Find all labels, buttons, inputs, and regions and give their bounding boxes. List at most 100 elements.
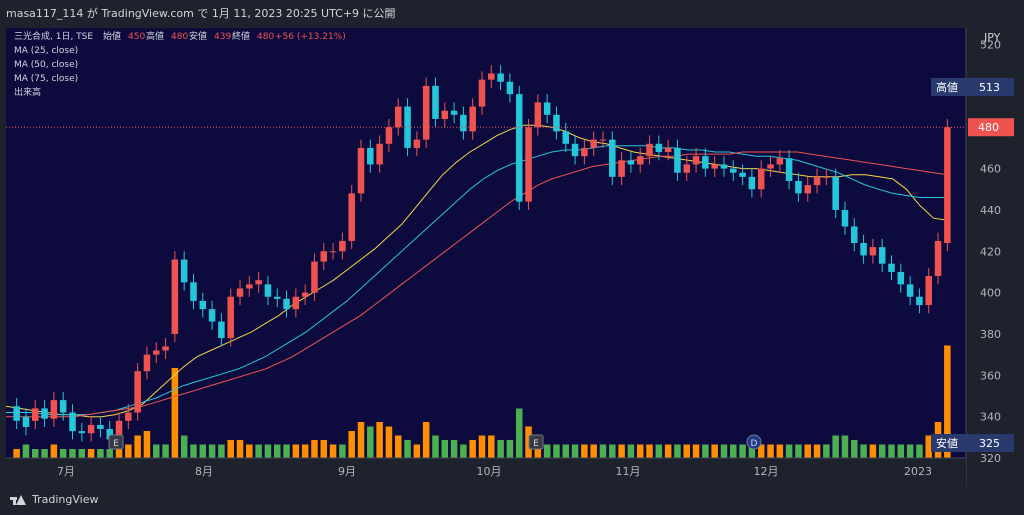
candle-body bbox=[199, 300, 207, 310]
volume-bar bbox=[823, 444, 830, 458]
candle-body bbox=[888, 263, 895, 272]
candle-body bbox=[171, 259, 179, 334]
legend-volume[interactable]: 出来高 bbox=[14, 86, 41, 98]
volume-bar bbox=[422, 422, 430, 458]
price-axis-bg bbox=[966, 28, 1016, 486]
candle-body bbox=[134, 371, 141, 413]
volume-bar bbox=[832, 435, 839, 458]
candle-body bbox=[757, 168, 765, 190]
candle-body bbox=[813, 176, 821, 186]
candle-body bbox=[841, 209, 849, 227]
candle-body bbox=[190, 282, 197, 301]
candle-body bbox=[69, 412, 76, 432]
candle-body bbox=[571, 143, 579, 157]
volume-bar bbox=[125, 444, 132, 458]
candle-body bbox=[506, 81, 514, 95]
candle-body bbox=[478, 79, 486, 107]
volume-bar bbox=[41, 449, 48, 458]
candle-body bbox=[823, 176, 830, 178]
volume-bar bbox=[246, 444, 253, 458]
candle-body bbox=[13, 406, 20, 421]
volume-bar bbox=[636, 444, 644, 458]
volume-bar bbox=[925, 435, 932, 458]
volume-bar bbox=[757, 444, 765, 458]
volume-bar bbox=[618, 444, 625, 458]
volume-bar bbox=[32, 449, 39, 458]
candlestick-chart[interactable]: JPY520500480460440420400380360340320 7月8… bbox=[5, 28, 1016, 486]
high-label: 高値 bbox=[146, 30, 164, 42]
change-value: +56 (+13.21%) bbox=[275, 32, 346, 42]
volume-bar bbox=[162, 444, 169, 458]
candle-body bbox=[581, 147, 588, 157]
candle-body bbox=[218, 321, 225, 339]
candle-body bbox=[497, 73, 504, 82]
brand-name: TradingView bbox=[32, 493, 99, 506]
time-tick-label: 8月 bbox=[195, 465, 213, 478]
volume-bar bbox=[562, 444, 570, 458]
high-tag-label: 高値 bbox=[936, 80, 958, 94]
candle-body bbox=[273, 296, 281, 299]
candle-body bbox=[32, 408, 39, 421]
candle-body bbox=[78, 431, 86, 434]
candle-body bbox=[227, 296, 234, 339]
price-tags: 480 高値 513 安値 325 bbox=[6, 78, 1014, 452]
candle-body bbox=[41, 408, 48, 419]
candle-body bbox=[125, 412, 132, 421]
volume-bar bbox=[785, 444, 793, 458]
time-axis[interactable]: 7月 8月 9月 10月 11月 12月 2023 bbox=[6, 457, 966, 486]
volume-bar bbox=[543, 444, 551, 458]
candle-body bbox=[162, 346, 169, 351]
volume-bar bbox=[720, 444, 728, 458]
price-tick-label: 520 bbox=[980, 39, 1001, 52]
volume-bar bbox=[944, 345, 951, 458]
volume-bar bbox=[441, 440, 449, 458]
close-value: 480 bbox=[257, 32, 274, 42]
candle-body bbox=[153, 350, 160, 355]
volume-bar bbox=[469, 440, 476, 458]
volume-bar bbox=[218, 444, 225, 458]
low-value: 439 bbox=[214, 32, 231, 42]
legend-ma75[interactable]: MA (75, close) bbox=[14, 74, 78, 84]
candle-body bbox=[702, 156, 709, 169]
volume-bar bbox=[329, 444, 337, 458]
candle-body bbox=[236, 288, 244, 297]
volume-bar bbox=[748, 444, 756, 458]
volume-bar bbox=[153, 444, 160, 458]
volume-bar bbox=[376, 422, 383, 458]
volume-bar bbox=[739, 444, 746, 458]
open-label: 始値 bbox=[103, 30, 121, 42]
candle-body bbox=[804, 185, 811, 194]
price-axis[interactable]: JPY520500480460440420400380360340320 bbox=[965, 28, 1016, 486]
volume-bar bbox=[190, 444, 197, 458]
candle-body bbox=[515, 94, 523, 202]
earnings-marker bbox=[528, 434, 544, 450]
candle-body bbox=[208, 309, 216, 322]
candles bbox=[13, 65, 951, 448]
candle-body bbox=[320, 251, 328, 262]
candle-body bbox=[367, 147, 374, 165]
volume-bar bbox=[236, 440, 244, 458]
earnings-marker bbox=[108, 434, 124, 450]
high-tag-value: 513 bbox=[979, 81, 1000, 94]
candle-body bbox=[357, 147, 365, 194]
close-label: 終値 bbox=[232, 30, 250, 42]
volume-bar bbox=[841, 435, 849, 458]
volume-bar bbox=[450, 440, 458, 458]
volume-bar bbox=[571, 444, 579, 458]
candle-body bbox=[339, 240, 346, 252]
candle-body bbox=[469, 106, 476, 132]
volume-bar bbox=[916, 444, 923, 458]
volume-bar bbox=[357, 422, 365, 458]
plot-background bbox=[6, 28, 966, 458]
volume-bar bbox=[478, 435, 486, 458]
candle-body bbox=[264, 284, 272, 297]
candle-body bbox=[646, 143, 653, 157]
legend-ma50[interactable]: MA (50, close) bbox=[14, 60, 78, 70]
chart-area[interactable]: JPY520500480460440420400380360340320 7月8… bbox=[5, 28, 1016, 486]
tradingview-logo[interactable]: TradingView bbox=[10, 493, 98, 506]
legend-ma25[interactable]: MA (25, close) bbox=[14, 46, 78, 56]
volume-bar bbox=[115, 444, 123, 458]
current-price-value: 480 bbox=[978, 121, 999, 134]
candle-body bbox=[450, 110, 458, 115]
